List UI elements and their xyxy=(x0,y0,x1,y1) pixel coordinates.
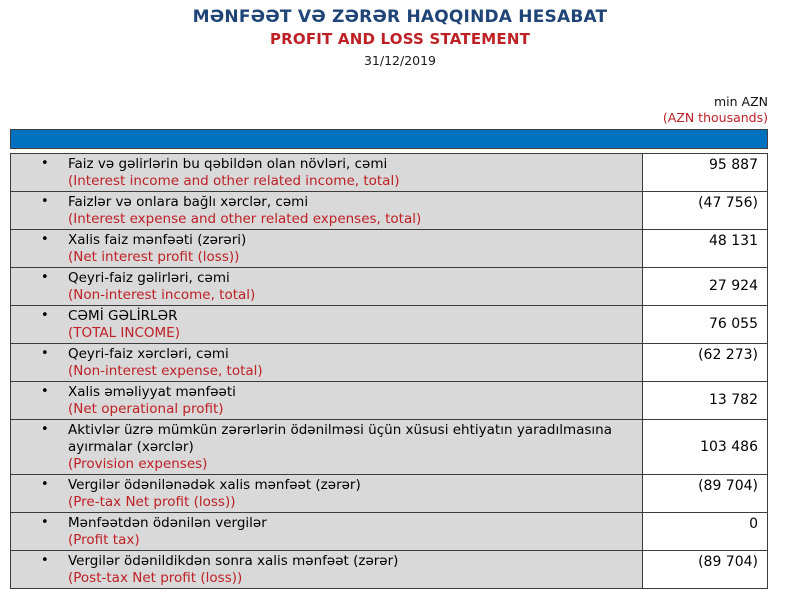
statement-date: 31/12/2019 xyxy=(363,53,437,68)
pnl-table-container: • Faiz və gəlirlərin bu qəbildən olan növ… xyxy=(10,129,768,589)
pnl-statement-page: MƏNFƏƏT VƏ ZƏRƏR HAQQINDA HESABAT PROFIT… xyxy=(0,7,800,605)
bullet-icon: • xyxy=(41,345,49,361)
row-value: 103 486 xyxy=(642,419,768,475)
row-label-en: (Post-tax Net profit (loss)) xyxy=(68,569,243,586)
row-value: 0 xyxy=(642,512,768,551)
row-label-az: Vergilər ödənildikdən sonra xalis mənfəə… xyxy=(68,552,399,569)
page-title-az: MƏNFƏƏT VƏ ZƏRƏR HAQQINDA HESABAT xyxy=(192,7,608,27)
row-label-az: Faizlər və onlara bağlı xərclər, cəmi xyxy=(68,193,309,210)
row-label-az: Faiz və gəlirlərin bu qəbildən olan növl… xyxy=(68,155,388,172)
row-label-az: Qeyri-faiz gəlirləri, cəmi xyxy=(68,269,230,286)
row-value: (62 273) xyxy=(642,343,768,382)
row-value: 27 924 xyxy=(642,267,768,306)
table-row: • Qeyri-faiz xərcləri, cəmi (Non-interest… xyxy=(10,343,768,382)
bullet-icon: • xyxy=(41,155,49,171)
table-row: • Vergilər ödənildikdən sonra xalis mənfə… xyxy=(10,550,768,589)
row-value: 95 887 xyxy=(642,153,768,192)
bullet-icon: • xyxy=(41,552,49,568)
row-label-en: (Interest expense and other related expe… xyxy=(68,210,422,227)
table-row: • Xalis faiz mənfəəti (zərəri) (Net inter… xyxy=(10,229,768,268)
table-row: • Vergilər ödənilənədək xalis mənfəət (zə… xyxy=(10,474,768,513)
table-row: • Qeyri-faiz gəlirləri, cəmi (Non-interes… xyxy=(10,267,768,306)
bullet-icon: • xyxy=(41,269,49,285)
page-title-en: PROFIT AND LOSS STATEMENT xyxy=(269,30,531,48)
row-value: (47 756) xyxy=(642,191,768,230)
table-row: • Aktivlər üzrə mümkün zərərlərin ödənilm… xyxy=(10,419,768,475)
unit-label-az: min AZN xyxy=(713,94,768,109)
row-label-az: Xalis əməliyyat mənfəəti xyxy=(68,383,236,400)
bullet-icon: • xyxy=(41,421,49,437)
row-value: 76 055 xyxy=(642,305,768,344)
row-label-az: CƏMİ GƏLİRLƏR xyxy=(68,307,178,324)
row-label-en: (Net interest profit (loss)) xyxy=(68,248,240,265)
row-label-en: (Non-interest expense, total) xyxy=(68,362,263,379)
table-row: • Faiz və gəlirlərin bu qəbildən olan növ… xyxy=(10,153,768,192)
row-label-az: Vergilər ödənilənədək xalis mənfəət (zər… xyxy=(68,476,361,493)
row-label-en: (Interest income and other related incom… xyxy=(68,172,400,189)
row-value: (89 704) xyxy=(642,550,768,589)
bullet-icon: • xyxy=(41,514,49,530)
bullet-icon: • xyxy=(41,307,49,323)
row-label-en: (Pre-tax Net profit (loss)) xyxy=(68,493,236,510)
table-row: • Xalis əməliyyat mənfəəti (Net operation… xyxy=(10,381,768,420)
row-label-en: (TOTAL INCOME) xyxy=(68,324,180,341)
pnl-table: • Faiz və gəlirlərin bu qəbildən olan növ… xyxy=(10,153,768,589)
bullet-icon: • xyxy=(41,231,49,247)
row-label-az: Mənfəətdən ödənilən vergilər xyxy=(68,514,267,531)
row-label-az: Xalis faiz mənfəəti (zərəri) xyxy=(68,231,247,248)
unit-labels: min AZN (AZN thousands) xyxy=(663,94,768,126)
unit-label-en: (AZN thousands) xyxy=(662,110,768,125)
row-label-en: (Net operational profit) xyxy=(68,400,224,417)
row-label-az: Aktivlər üzrə mümkün zərərlərin ödənilmə… xyxy=(68,421,613,455)
bullet-icon: • xyxy=(41,193,49,209)
row-value: 48 131 xyxy=(642,229,768,268)
row-label-en: (Non-interest income, total) xyxy=(68,286,256,303)
table-row: • Faizlər və onlara bağlı xərclər, cəmi (… xyxy=(10,191,768,230)
table-row: • CƏMİ GƏLİRLƏR (TOTAL INCOME) 76 055 xyxy=(10,305,768,344)
row-label-az: Qeyri-faiz xərcləri, cəmi xyxy=(68,345,229,362)
row-value: (89 704) xyxy=(642,474,768,513)
row-value: 13 782 xyxy=(642,381,768,420)
bullet-icon: • xyxy=(41,383,49,399)
table-header-bar xyxy=(10,129,768,149)
table-row: • Mənfəətdən ödənilən vergilər (Profit ta… xyxy=(10,512,768,551)
row-label-en: (Provision expenses) xyxy=(68,455,208,472)
row-label-en: (Profit tax) xyxy=(68,531,140,548)
bullet-icon: • xyxy=(41,476,49,492)
